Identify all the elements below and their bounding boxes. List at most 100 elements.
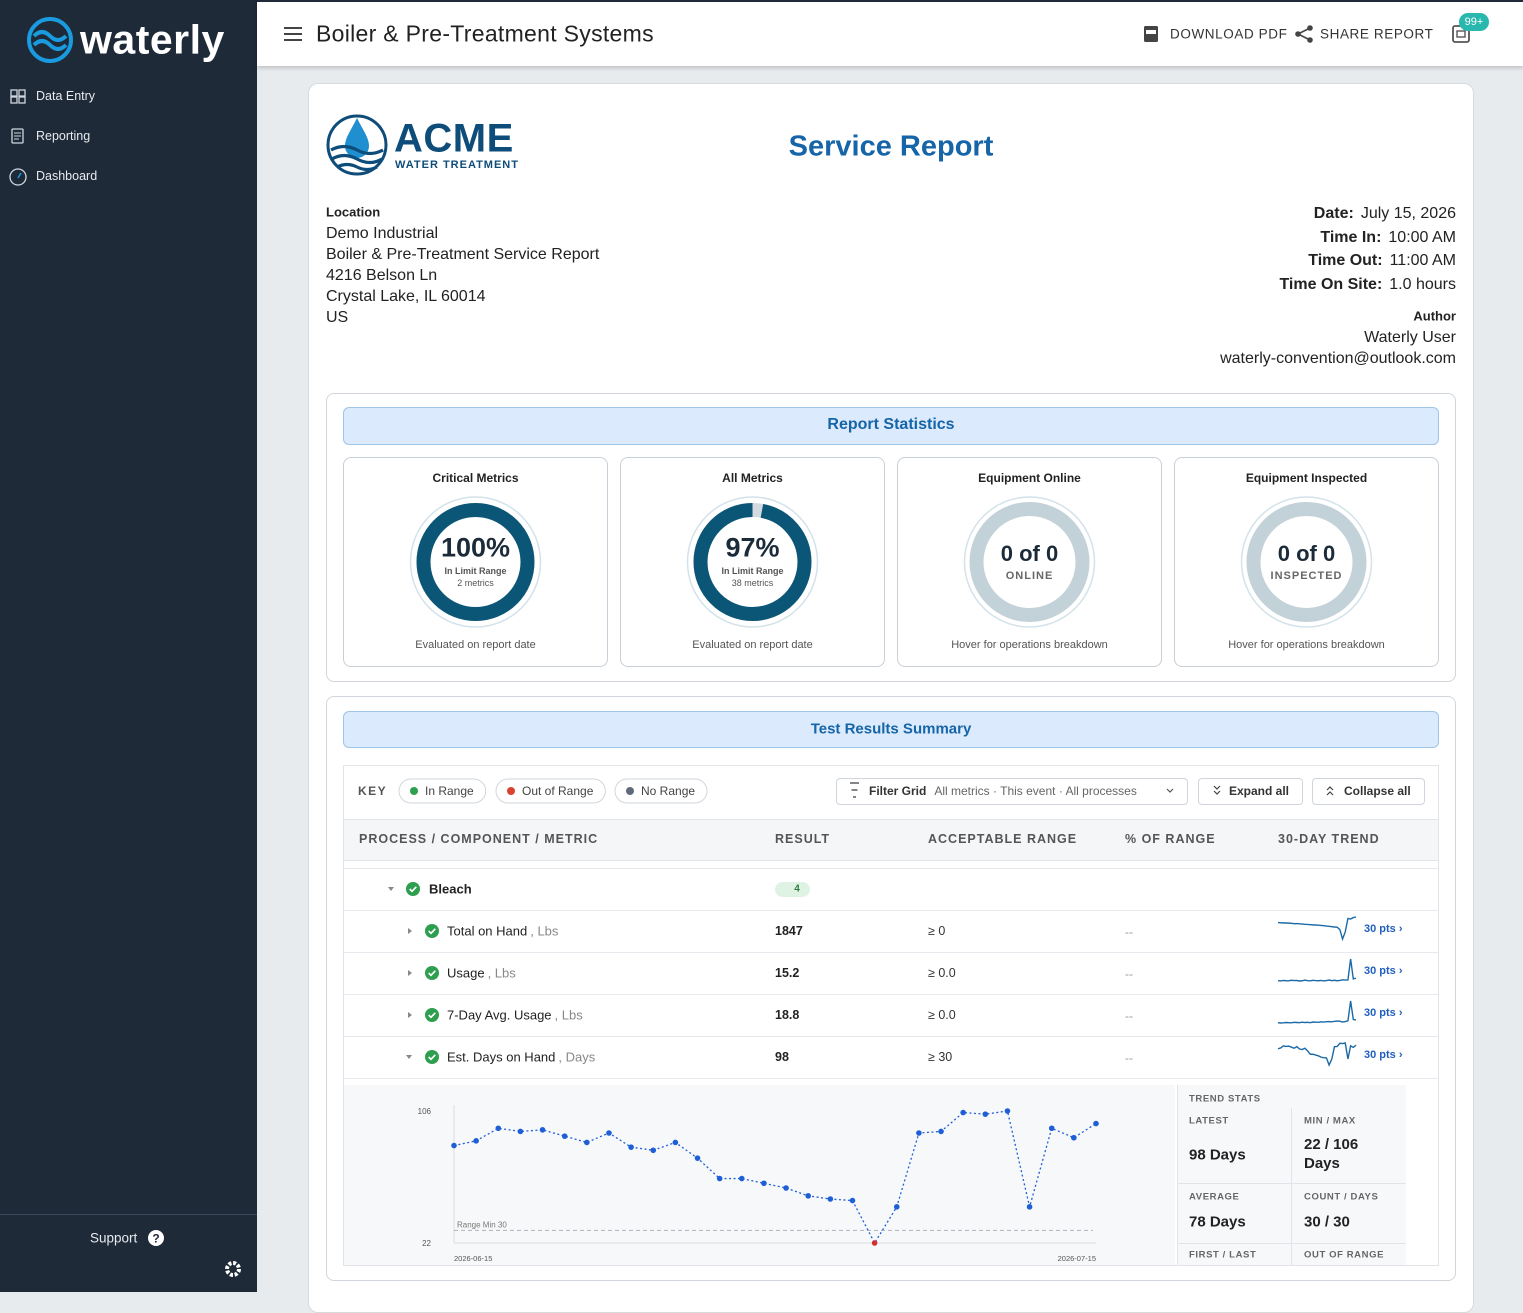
donut-outline: [686, 496, 819, 628]
stat-card-footer: Evaluated on report date: [692, 639, 813, 651]
trend-link[interactable]: 30 pts ›: [1364, 923, 1403, 935]
location-line: Crystal Lake, IL 60014: [326, 288, 486, 305]
filter-value[interactable]: All metrics · This event · All processes: [934, 784, 1137, 798]
data-point: [805, 1193, 812, 1199]
metric-range: ≥ 30: [928, 1050, 953, 1064]
data-point: [517, 1128, 524, 1135]
metric-name[interactable]: Est. Days on Hand: [447, 1049, 556, 1065]
trend-stat-label: OUT OF RANGE: [1304, 1249, 1385, 1261]
metric-result: 98: [775, 1050, 789, 1064]
nav-icon: [9, 168, 27, 186]
metric-result: 1847: [775, 924, 803, 938]
filter-label[interactable]: Filter Grid: [869, 784, 927, 798]
trend-link[interactable]: 30 pts ›: [1364, 1049, 1403, 1061]
nav-item[interactable]: Dashboard: [36, 169, 98, 183]
data-point: [916, 1130, 922, 1136]
donut-value: 97%: [725, 532, 780, 563]
brand-icon-wave: [32, 30, 68, 51]
nav-icon: [17, 172, 22, 179]
filter-chevron: [1166, 788, 1174, 793]
data-point: [1004, 1108, 1011, 1114]
row-divider: [344, 952, 1438, 953]
data-point: [473, 1138, 479, 1144]
group-count-badge: [775, 882, 810, 897]
collapse-all-button[interactable]: Collapse all: [1344, 784, 1411, 798]
nav-icon: [14, 132, 21, 140]
column-header: ACCEPTABLE RANGE: [928, 832, 1078, 846]
metric-range: ≥ 0.0: [928, 1008, 956, 1022]
metric-unit: , Days: [558, 1049, 596, 1065]
stat-card: [897, 457, 1162, 667]
detail-label: Date:: [1313, 205, 1354, 222]
legend-label[interactable]: In Range: [425, 784, 474, 798]
pdf-icon-label: [1146, 30, 1156, 34]
group-count: 4: [794, 883, 800, 895]
author-name: Waterly User: [1364, 329, 1456, 346]
nav-icon: [18, 89, 26, 97]
legend-dot: [507, 787, 515, 795]
data-point: [960, 1109, 966, 1116]
group-name[interactable]: Bleach: [429, 881, 472, 897]
expand-icon: [1213, 785, 1221, 795]
legend-label[interactable]: Out of Range: [522, 784, 594, 798]
location-line: Demo Industrial: [326, 225, 439, 242]
nav-icon: [18, 96, 26, 104]
status-icon: [425, 1050, 439, 1064]
location-line: US: [326, 309, 349, 326]
metric-name[interactable]: Usage: [447, 965, 485, 981]
collapse-button[interactable]: [1312, 778, 1425, 805]
row-divider: [344, 1078, 1438, 1079]
donut-outline: [1240, 496, 1373, 628]
trend-link[interactable]: 30 pts ›: [1364, 1007, 1403, 1019]
stats-divider: [1291, 1108, 1292, 1265]
donut-caption: ONLINE: [1005, 570, 1054, 582]
data-point: [539, 1127, 546, 1133]
data-point: [672, 1139, 679, 1146]
detail-value: 1.0 hours: [1389, 276, 1456, 294]
metric-name[interactable]: Total on Hand: [447, 923, 528, 939]
brand-icon: [27, 17, 73, 63]
expand-all-button[interactable]: Expand all: [1229, 784, 1290, 798]
column-header: RESULT: [775, 832, 831, 846]
collapse-icon: [1326, 786, 1334, 796]
donut-arc: [416, 503, 535, 621]
nav-item[interactable]: Reporting: [36, 129, 91, 143]
status-icon-check: [428, 928, 436, 935]
expand-button[interactable]: [1198, 778, 1303, 805]
expand-arrow: [408, 970, 412, 976]
donut-summary: 0 of 0: [1000, 541, 1059, 566]
detail-label: Time In:: [1320, 228, 1382, 246]
stat-card-footer: Hover for operations breakdown: [1228, 639, 1385, 651]
legend-label[interactable]: No Range: [641, 784, 696, 798]
statistics-panel: [326, 393, 1456, 682]
expand-arrow: [408, 928, 412, 934]
support-link[interactable]: Support: [90, 1230, 138, 1246]
nav-icon: [11, 128, 24, 144]
metric-unit: , Lbs: [530, 923, 559, 939]
download-pdf-button[interactable]: DOWNLOAD PDF: [1170, 26, 1288, 42]
brand-name: waterly: [80, 16, 225, 63]
nav-item[interactable]: Data Entry: [36, 89, 96, 103]
metric-name[interactable]: 7-Day Avg. Usage: [447, 1007, 552, 1023]
data-point: [893, 1204, 900, 1210]
stat-card-title: All Metrics: [722, 471, 783, 485]
location-label: Location: [326, 204, 381, 220]
detail-label: Time Out:: [1308, 252, 1383, 270]
share-report-button[interactable]: SHARE REPORT: [1320, 26, 1434, 42]
trend-link[interactable]: 30 pts ›: [1364, 965, 1403, 977]
status-icon: [425, 966, 439, 980]
trend-stat-label: AVERAGE: [1189, 1191, 1240, 1203]
donut-value: 100%: [440, 532, 511, 563]
metric-range: ≥ 0.0: [928, 966, 956, 980]
row-divider: [344, 868, 1438, 869]
donut-outline: [409, 496, 542, 628]
data-point: [1093, 1120, 1099, 1127]
data-point: [694, 1155, 701, 1161]
column-header: 30-DAY TREND: [1278, 832, 1380, 846]
sparkline: [1277, 958, 1357, 982]
data-point: [716, 1175, 723, 1182]
notification-badge: 99+: [1464, 16, 1484, 28]
detail-value: July 15, 2026: [1360, 205, 1456, 222]
filter-box[interactable]: [836, 778, 1188, 805]
